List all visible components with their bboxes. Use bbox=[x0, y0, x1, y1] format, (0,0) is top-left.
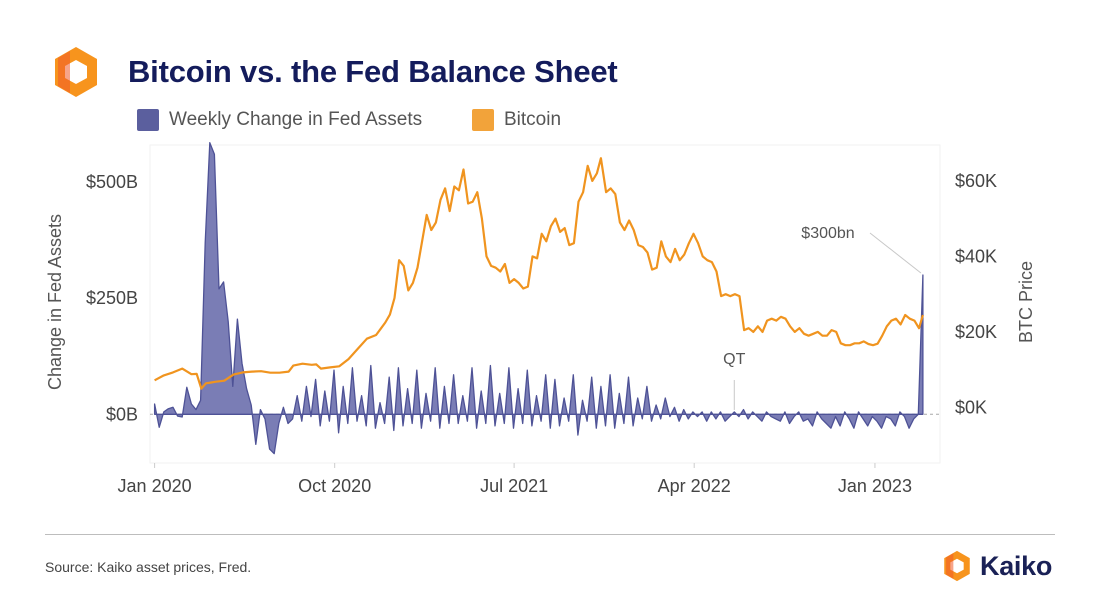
y-right-tick-label: $40K bbox=[955, 246, 997, 266]
y-left-tick-label: $0B bbox=[106, 404, 138, 424]
x-tick-label: Jan 2023 bbox=[838, 476, 912, 496]
legend-swatch-fed bbox=[137, 109, 159, 131]
y-left-tick-label: $500B bbox=[86, 172, 138, 192]
x-tick-label: Jan 2020 bbox=[118, 476, 192, 496]
y-axis-right: $0K $20K $40K $60K bbox=[955, 171, 997, 418]
legend-label-fed: Weekly Change in Fed Assets bbox=[169, 109, 423, 130]
annotation-300bn: $300bn bbox=[801, 225, 854, 242]
brand-name: Kaiko bbox=[980, 550, 1053, 581]
legend-label-bitcoin: Bitcoin bbox=[504, 109, 562, 130]
kaiko-brand-icon bbox=[944, 550, 970, 582]
footer-divider bbox=[45, 534, 1055, 535]
bitcoin-price-line bbox=[154, 157, 924, 390]
legend-item-fed-assets[interactable]: Weekly Change in Fed Assets bbox=[137, 108, 422, 132]
y-right-tick-label: $60K bbox=[955, 171, 997, 191]
brand-mark: Kaiko bbox=[940, 549, 1052, 583]
chart-title: Bitcoin vs. the Fed Balance Sheet bbox=[128, 54, 618, 89]
fed-assets-area bbox=[153, 142, 924, 455]
annotation-qt: QT bbox=[723, 351, 745, 368]
x-tick-label: Apr 2022 bbox=[658, 476, 731, 496]
y-right-tick-label: $0K bbox=[955, 397, 987, 417]
legend-swatch-bitcoin bbox=[472, 109, 494, 131]
x-tick-label: Jul 2021 bbox=[480, 476, 548, 496]
x-tick-label: Oct 2020 bbox=[298, 476, 371, 496]
y-axis-left-title: Change in Fed Assets bbox=[45, 214, 65, 390]
y-right-tick-label: $20K bbox=[955, 322, 997, 342]
kaiko-logo-icon bbox=[55, 47, 97, 97]
source-note: Source: Kaiko asset prices, Fred. bbox=[45, 559, 252, 575]
y-axis-right-title: BTC Price bbox=[1016, 261, 1036, 343]
legend-item-bitcoin[interactable]: Bitcoin bbox=[472, 108, 561, 132]
x-axis: Jan 2020 Oct 2020 Jul 2021 Apr 2022 Jan 2023 bbox=[118, 463, 912, 496]
y-left-tick-label: $250B bbox=[86, 288, 138, 308]
spike-pointer-line bbox=[869, 232, 922, 274]
annotations: QT $300bn bbox=[723, 225, 922, 410]
y-axis-left: $0B $250B $500B bbox=[86, 172, 138, 424]
